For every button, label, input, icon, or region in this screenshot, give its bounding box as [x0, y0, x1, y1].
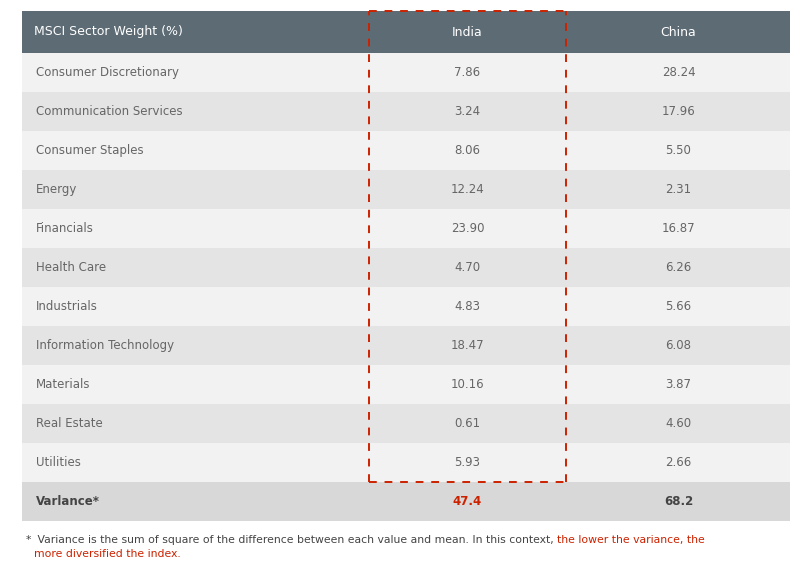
Text: 47.4: 47.4 [453, 495, 482, 508]
Text: 3.87: 3.87 [666, 378, 692, 391]
Text: Consumer Discretionary: Consumer Discretionary [36, 66, 179, 79]
Text: Materials: Materials [36, 378, 91, 391]
Text: 23.90: 23.90 [450, 222, 484, 235]
Text: 6.26: 6.26 [665, 261, 692, 274]
Text: Consumer Staples: Consumer Staples [36, 144, 143, 157]
Text: 28.24: 28.24 [662, 66, 695, 79]
Bar [22, 53, 790, 92]
Text: 68.2: 68.2 [664, 495, 693, 508]
Bar [22, 11, 790, 53]
Text: 3.24: 3.24 [454, 105, 480, 118]
Bar [22, 365, 790, 404]
Text: 5.66: 5.66 [666, 300, 692, 313]
Text: Communication Services: Communication Services [36, 105, 182, 118]
Text: Variance is the sum of square of the difference between each value and mean. In : Variance is the sum of square of the dif… [34, 535, 557, 545]
Text: 5.50: 5.50 [666, 144, 692, 157]
Text: MSCI Sector Weight (%): MSCI Sector Weight (%) [34, 25, 183, 39]
Text: Information Technology: Information Technology [36, 339, 174, 352]
Text: 0.61: 0.61 [454, 417, 480, 430]
Text: Utilities: Utilities [36, 456, 81, 469]
Text: Financials: Financials [36, 222, 94, 235]
Text: more diversified the index.: more diversified the index. [34, 549, 181, 559]
Text: Varlance*: Varlance* [36, 495, 100, 508]
Text: *: * [26, 535, 32, 545]
Text: the lower the variance, the: the lower the variance, the [557, 535, 705, 545]
Text: 12.24: 12.24 [450, 183, 484, 196]
Bar [22, 404, 790, 443]
Text: 17.96: 17.96 [662, 105, 695, 118]
Text: India: India [452, 25, 483, 39]
Text: 2.31: 2.31 [666, 183, 692, 196]
Text: 4.83: 4.83 [454, 300, 480, 313]
Text: 8.06: 8.06 [454, 144, 480, 157]
Bar [22, 443, 790, 482]
Text: Industrials: Industrials [36, 300, 98, 313]
Bar [22, 170, 790, 209]
Bar [22, 131, 790, 170]
Text: Real Estate: Real Estate [36, 417, 103, 430]
Bar [22, 209, 790, 248]
Text: 2.66: 2.66 [665, 456, 692, 469]
Bar [22, 287, 790, 326]
Text: 4.60: 4.60 [666, 417, 692, 430]
Bar [22, 482, 790, 521]
Text: 6.08: 6.08 [666, 339, 692, 352]
Text: Energy: Energy [36, 183, 78, 196]
Text: 5.93: 5.93 [454, 456, 480, 469]
Text: 4.70: 4.70 [454, 261, 480, 274]
Text: Health Care: Health Care [36, 261, 106, 274]
Bar [22, 326, 790, 365]
Text: 16.87: 16.87 [662, 222, 695, 235]
Bar [22, 248, 790, 287]
Text: 7.86: 7.86 [454, 66, 480, 79]
Text: 18.47: 18.47 [450, 339, 484, 352]
Bar [22, 92, 790, 131]
Text: China: China [661, 25, 697, 39]
Text: 10.16: 10.16 [450, 378, 484, 391]
